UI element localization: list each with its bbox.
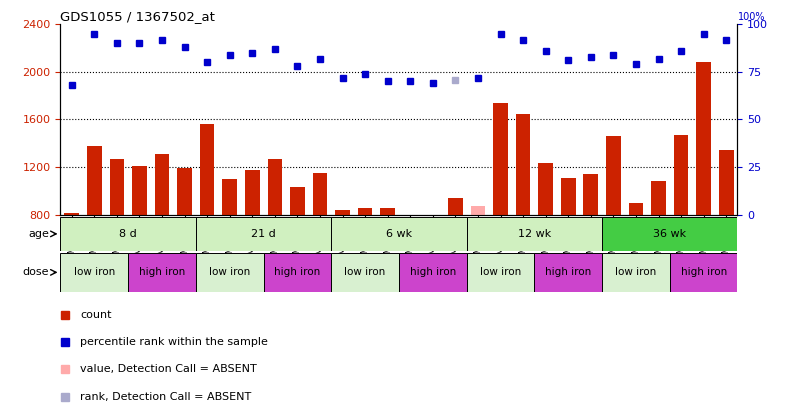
Bar bbox=[606, 136, 621, 215]
Bar bbox=[403, 215, 418, 218]
Text: 100%: 100% bbox=[737, 13, 765, 22]
Bar bbox=[602, 253, 670, 292]
Text: high iron: high iron bbox=[139, 267, 185, 277]
Bar bbox=[561, 178, 575, 215]
Bar bbox=[358, 208, 372, 215]
Bar bbox=[448, 198, 463, 215]
Bar bbox=[331, 217, 467, 251]
Text: high iron: high iron bbox=[409, 267, 456, 277]
Bar bbox=[222, 179, 237, 215]
Bar bbox=[155, 154, 169, 215]
Bar bbox=[87, 146, 102, 215]
Text: low iron: low iron bbox=[209, 267, 251, 277]
Text: high iron: high iron bbox=[274, 267, 321, 277]
Bar bbox=[331, 253, 399, 292]
Bar bbox=[110, 159, 124, 215]
Bar bbox=[670, 253, 737, 292]
Bar bbox=[177, 168, 192, 215]
Text: value, Detection Call = ABSENT: value, Detection Call = ABSENT bbox=[81, 364, 257, 374]
Bar bbox=[674, 135, 688, 215]
Text: low iron: low iron bbox=[344, 267, 386, 277]
Bar bbox=[719, 150, 733, 215]
Bar bbox=[264, 253, 331, 292]
Bar bbox=[471, 206, 485, 215]
Bar bbox=[128, 253, 196, 292]
Bar bbox=[64, 213, 79, 215]
Text: low iron: low iron bbox=[480, 267, 521, 277]
Text: count: count bbox=[81, 309, 112, 320]
Bar bbox=[200, 124, 214, 215]
Bar bbox=[696, 62, 711, 215]
Bar bbox=[196, 217, 331, 251]
Bar bbox=[493, 103, 508, 215]
Bar bbox=[196, 253, 264, 292]
Bar bbox=[290, 187, 305, 215]
Bar bbox=[245, 170, 260, 215]
Bar bbox=[467, 217, 602, 251]
Bar bbox=[651, 181, 666, 215]
Bar bbox=[584, 174, 598, 215]
Text: 12 wk: 12 wk bbox=[517, 229, 551, 239]
Text: 21 d: 21 d bbox=[251, 229, 276, 239]
Text: 6 wk: 6 wk bbox=[386, 229, 412, 239]
Bar bbox=[60, 217, 196, 251]
Text: GDS1055 / 1367502_at: GDS1055 / 1367502_at bbox=[60, 10, 215, 23]
Text: rank, Detection Call = ABSENT: rank, Detection Call = ABSENT bbox=[81, 392, 251, 402]
Bar bbox=[516, 113, 530, 215]
Bar bbox=[380, 207, 395, 215]
Text: dose: dose bbox=[23, 267, 49, 277]
Text: high iron: high iron bbox=[545, 267, 592, 277]
Text: 8 d: 8 d bbox=[119, 229, 137, 239]
Bar bbox=[602, 217, 737, 251]
Text: percentile rank within the sample: percentile rank within the sample bbox=[81, 337, 268, 347]
Text: 36 wk: 36 wk bbox=[653, 229, 687, 239]
Bar bbox=[313, 173, 327, 215]
Bar bbox=[538, 164, 553, 215]
Bar bbox=[399, 253, 467, 292]
Text: low iron: low iron bbox=[73, 267, 115, 277]
Bar bbox=[629, 203, 643, 215]
Text: high iron: high iron bbox=[680, 267, 727, 277]
Bar bbox=[60, 253, 128, 292]
Text: age: age bbox=[28, 229, 49, 239]
Bar bbox=[132, 166, 147, 215]
Bar bbox=[268, 159, 282, 215]
Bar bbox=[534, 253, 602, 292]
Bar bbox=[467, 253, 534, 292]
Text: low iron: low iron bbox=[615, 267, 657, 277]
Bar bbox=[335, 210, 350, 215]
Bar bbox=[426, 215, 440, 218]
